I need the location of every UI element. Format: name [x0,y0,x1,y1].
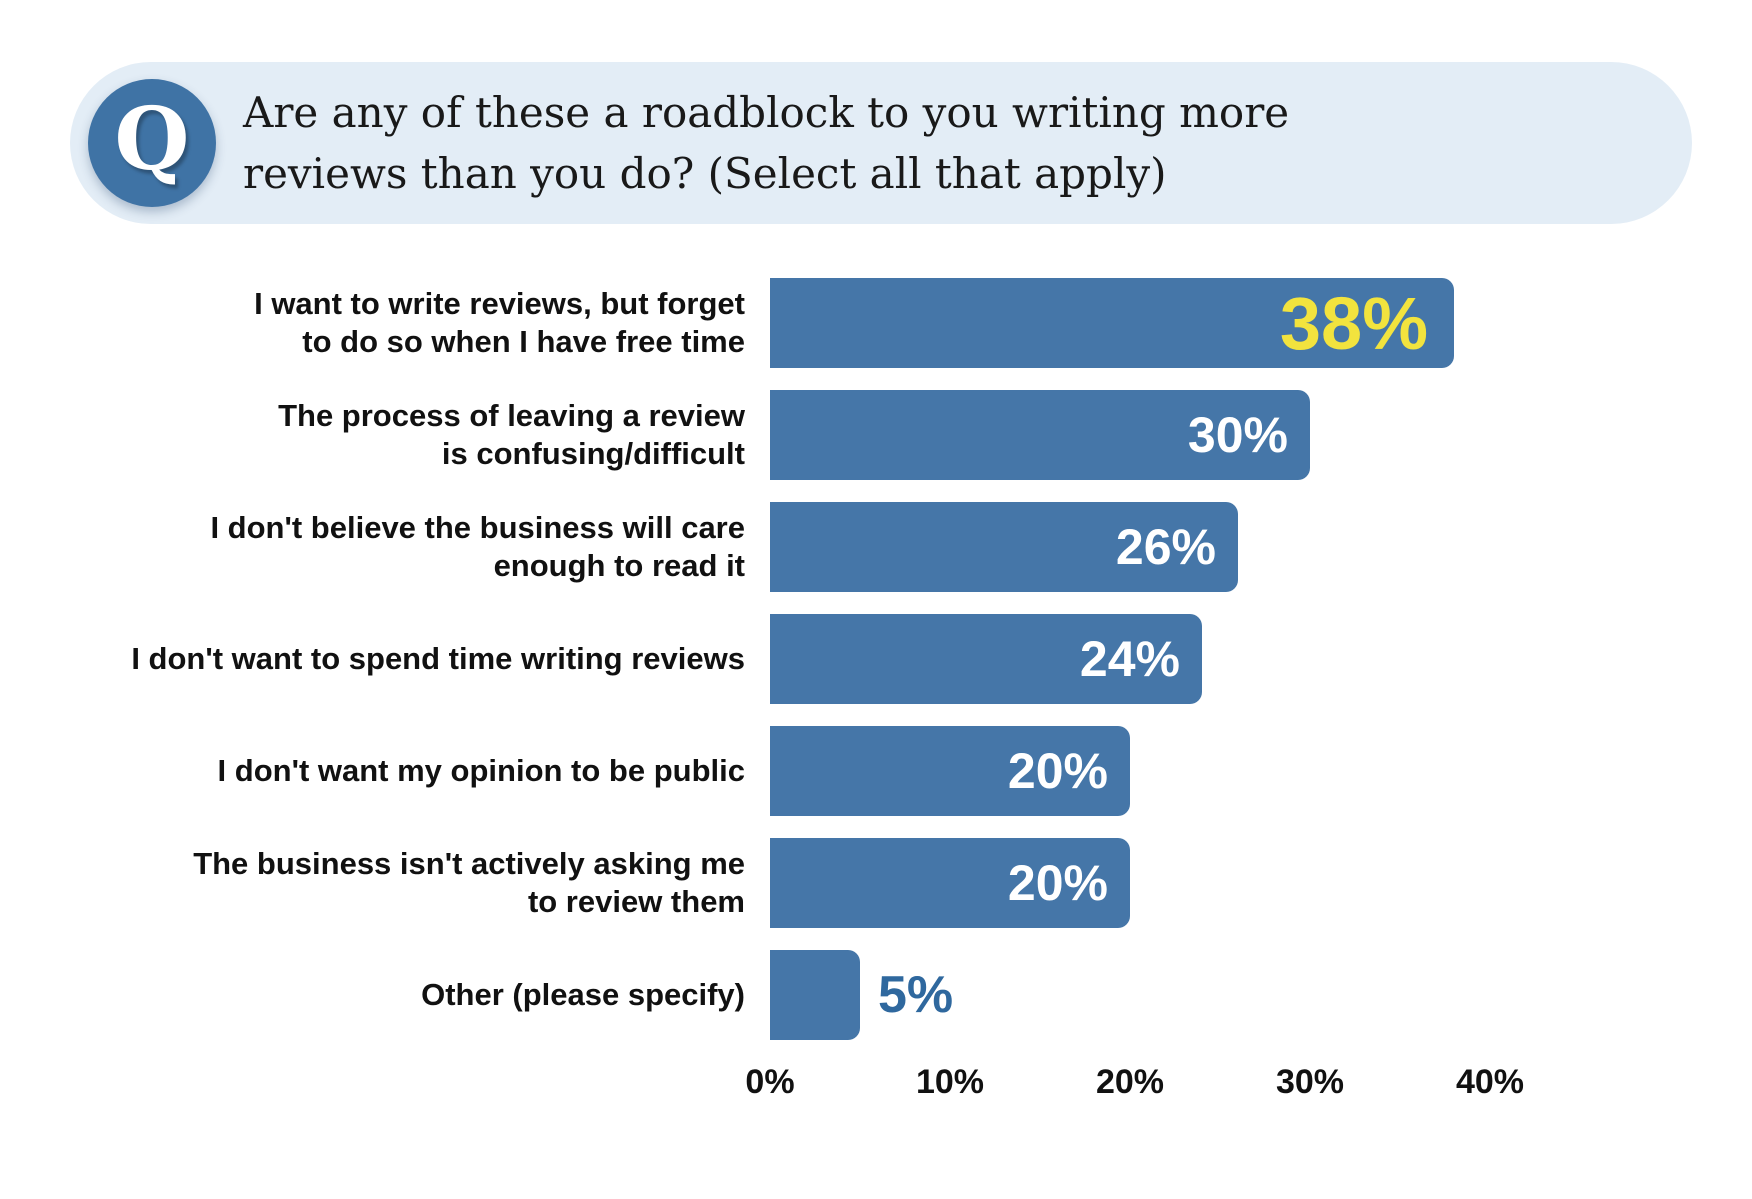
bar-area: 20% [770,838,1752,928]
bar-value-label: 38% [1279,281,1428,365]
bar-value-label: 5% [878,966,954,1024]
category-label-line: I want to write reviews, but forget [254,286,745,321]
bar-area: 26% [770,502,1752,592]
bar-row: Other (please specify) 5% [0,939,1752,1051]
bar [770,950,860,1040]
bar-value-label: 20% [1007,743,1108,799]
x-axis-tick: 30% [1275,1063,1345,1101]
bar: 38% [770,278,1454,368]
category-label-line: to review them [527,884,745,919]
category-label-line: I don't want my opinion to be public [217,753,745,788]
bar-value-label: 20% [1007,855,1108,911]
bar: 20% [770,838,1130,928]
bar: 24% [770,614,1202,704]
bar-area: 20% [770,726,1752,816]
category-label-line: I don't want to spend time writing revie… [131,641,745,676]
x-axis-tick: 20% [1095,1063,1165,1101]
question-title-line-1: Are any of these a roadblock to you writ… [243,88,1290,137]
category-label-line: Other (please specify) [421,977,745,1012]
question-title: Are any of these a roadblock to you writ… [243,82,1289,204]
bar-value-label: 24% [1079,631,1180,687]
x-axis-tick: 40% [1455,1063,1525,1101]
category-label-line: I don't believe the business will care [210,510,745,545]
question-icon: Q [88,79,216,207]
bar-chart: I want to write reviews, but forget to d… [0,267,1752,1105]
bar-row: I don't want to spend time writing revie… [0,603,1752,715]
category-label: I don't believe the business will care e… [0,509,770,585]
category-label: The process of leaving a review is confu… [0,397,770,473]
x-axis-tick: 0% [745,1063,795,1101]
x-axis: 0% 10% 20% 30% 40% [745,1063,1524,1105]
bar-area: 30% [770,390,1752,480]
bar: 26% [770,502,1238,592]
category-label-line: to do so when I have free time [302,324,745,359]
question-title-line-2: reviews than you do? (Select all that ap… [243,149,1167,198]
bar-area: 24% [770,614,1752,704]
x-axis-tick: 10% [915,1063,985,1101]
bar-row: I want to write reviews, but forget to d… [0,267,1752,379]
q-letter-icon: Q [114,89,190,190]
category-label-line: The process of leaving a review [278,398,745,433]
bar-value-label: 30% [1187,407,1288,463]
bar-row: The business isn't actively asking me to… [0,827,1752,939]
category-label: I want to write reviews, but forget to d… [0,285,770,361]
bar-value-label: 26% [1115,519,1216,575]
bar-row: I don't believe the business will care e… [0,491,1752,603]
category-label: The business isn't actively asking me to… [0,845,770,921]
bar: 30% [770,390,1310,480]
bar-row: I don't want my opinion to be public 20% [0,715,1752,827]
question-header: Q Are any of these a roadblock to you wr… [70,62,1692,224]
category-label: I don't want to spend time writing revie… [0,640,770,678]
bar: 20% [770,726,1130,816]
bar-area: 5% [770,950,1752,1040]
category-label: I don't want my opinion to be public [0,752,770,790]
category-label-line: is confusing/difficult [441,436,745,471]
category-label-line: The business isn't actively asking me [193,846,745,881]
bar-row: The process of leaving a review is confu… [0,379,1752,491]
category-label: Other (please specify) [0,976,770,1014]
category-label-line: enough to read it [493,548,745,583]
bar-area: 38% [770,278,1752,368]
